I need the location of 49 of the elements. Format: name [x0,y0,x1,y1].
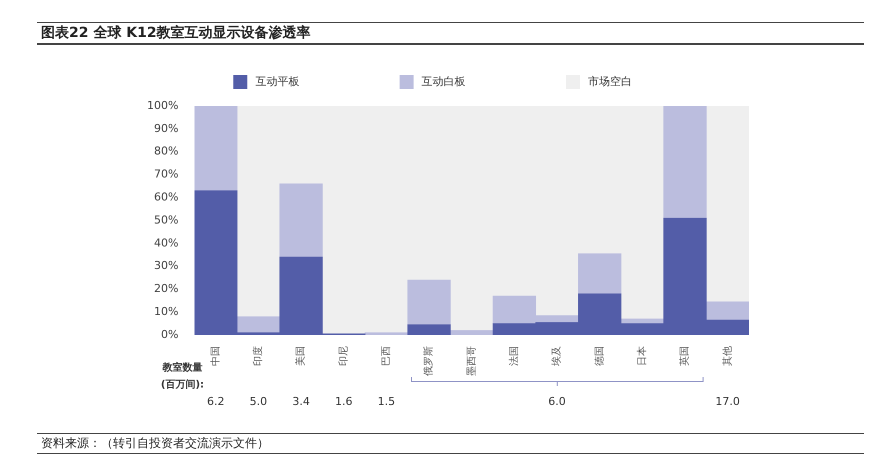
bar [407,280,451,326]
x-tick-label: 法国 [508,346,520,366]
text: 6.2 [207,394,225,408]
y-tick-label: 0% [160,328,178,341]
bar [663,106,707,219]
x-tick-label: 日本 [636,346,648,366]
x-tick-label: 美国 [294,346,307,366]
bar [706,301,749,320]
text: 5.0 [250,394,268,408]
x-tick-label: 德国 [594,346,606,366]
y-tick-label: 10% [154,304,178,318]
text: 3.4 [292,394,310,408]
text: 1.6 [335,394,352,408]
text: 资料来源：（转引自投资者交流演示文件） [41,435,270,452]
x-tick-label: 巴西 [381,346,392,366]
x-tick-label: 印度 [252,346,264,366]
bar [578,253,622,294]
y-tick-label: 40% [154,236,178,250]
legend-label: 互动白板 [422,74,466,88]
bar [279,184,323,258]
x-tick-label: 其他 [721,346,734,366]
chart-title: 图表22 全球 K12教室互动显示设备渗透率 [37,22,864,45]
y-tick-label: 30% [154,259,178,272]
text: 17.0 [715,394,740,408]
x-tick-label: 英国 [678,346,691,366]
legend-label: 市场空白 [588,74,632,88]
legend-label: 互动平板 [255,74,300,88]
text: 教室数量 [161,362,202,374]
text: 1.5 [378,394,396,408]
y-tick-label: 90% [154,122,178,135]
text: (百万间): [160,378,204,391]
text: 6.0 [548,394,566,408]
y-tick-label: 60% [154,190,178,204]
bar [236,316,280,334]
bar [364,332,408,335]
y-tick-label: 70% [154,168,178,181]
y-tick-label: 80% [154,144,178,158]
bar [706,106,749,302]
x-tick-label: 墨西哥 [466,346,478,376]
bar [194,106,238,192]
x-tick-label: 埃及 [550,346,563,367]
y-tick-label: 20% [154,282,178,296]
x-tick-label: 印尼 [337,346,350,366]
x-tick-label: 中国 [209,346,222,366]
bar [450,330,494,335]
y-tick-label: 50% [154,213,178,226]
bar [407,324,451,335]
y-tick-label: 100% [146,98,178,112]
x-tick-label: 俄罗斯 [422,346,435,376]
